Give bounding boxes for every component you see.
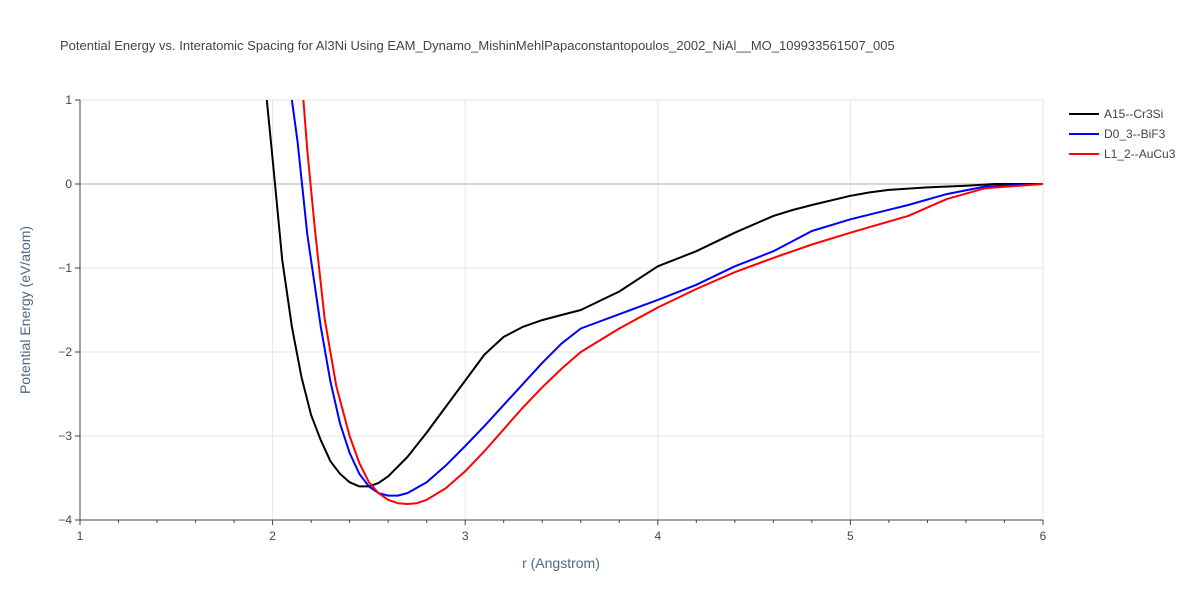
y-tick-label: −3 xyxy=(58,429,72,443)
legend-label: D0_3--BiF3 xyxy=(1104,127,1166,141)
x-tick-label: 6 xyxy=(1040,529,1047,543)
legend-label: L1_2--AuCu3 xyxy=(1104,147,1176,161)
y-tick-label: 0 xyxy=(65,177,72,191)
y-tick-label: −1 xyxy=(58,261,72,275)
x-tick-label: 4 xyxy=(654,529,661,543)
series-lines xyxy=(265,100,1043,505)
x-axis-label: r (Angstrom) xyxy=(522,555,600,571)
chart-title: Potential Energy vs. Interatomic Spacing… xyxy=(60,38,895,53)
series-line-0 xyxy=(265,100,1043,488)
legend-label: A15--Cr3Si xyxy=(1104,107,1163,121)
y-axis-label: Potential Energy (eV/atom) xyxy=(17,226,33,394)
x-tick-label: 5 xyxy=(847,529,854,543)
legend-item[interactable]: A15--Cr3Si xyxy=(1069,107,1163,121)
y-tick-label: −2 xyxy=(58,345,72,359)
x-tick-label: 3 xyxy=(462,529,469,543)
legend-item[interactable]: D0_3--BiF3 xyxy=(1069,127,1166,141)
y-tick-label: −4 xyxy=(58,513,72,527)
series-line-1 xyxy=(290,100,1043,497)
legend-item[interactable]: L1_2--AuCu3 xyxy=(1069,147,1176,161)
grid-lines xyxy=(79,99,1044,521)
x-tick-label: 1 xyxy=(77,529,84,543)
y-tick-labels: 1 0 −1 −2 −3 −4 xyxy=(58,93,72,527)
x-tick-labels: 1 2 3 4 5 6 xyxy=(77,529,1047,543)
legend[interactable]: A15--Cr3Si D0_3--BiF3 L1_2--AuCu3 xyxy=(1069,107,1176,161)
y-tick-label: 1 xyxy=(65,93,72,107)
axes xyxy=(75,99,1044,525)
x-tick-label: 2 xyxy=(269,529,276,543)
series-line-2 xyxy=(302,100,1043,505)
